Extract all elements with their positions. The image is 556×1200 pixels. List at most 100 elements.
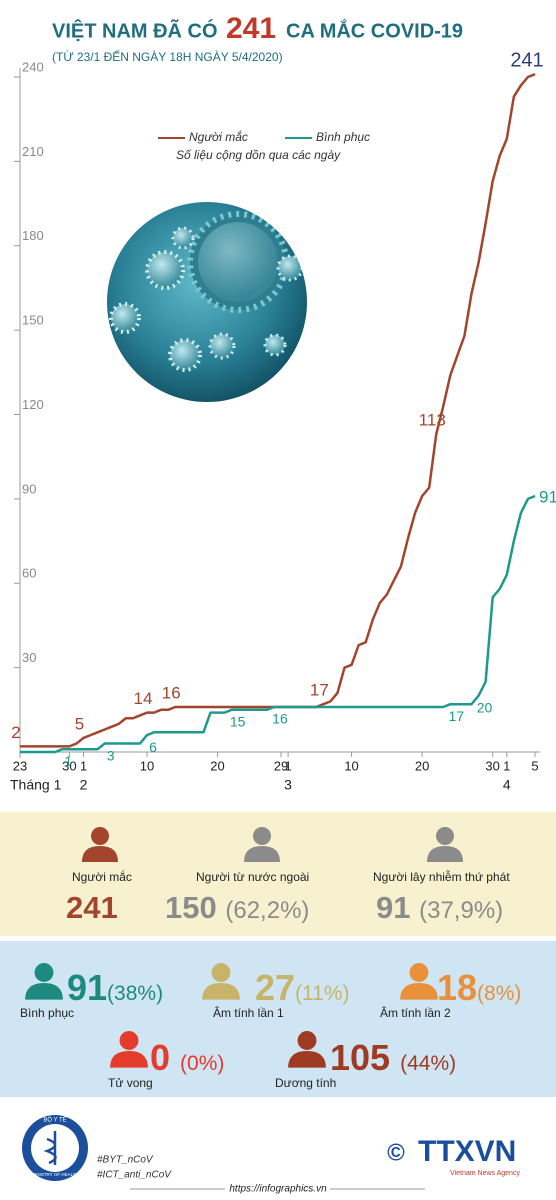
chart: VIỆT NAM ĐÃ CÓ 241 CA MẮC COVID-19 (TỪ 2… <box>10 12 556 793</box>
hashtag: #ICT_anti_nCoV <box>97 1170 172 1181</box>
y-tick-label: 210 <box>22 144 44 159</box>
status-value: 27(11%) <box>255 970 350 1006</box>
month-label: 4 <box>503 777 511 793</box>
hashtag: #BYT_nCoV <box>97 1155 154 1166</box>
value-label: 5 <box>75 714 84 733</box>
summary-label: Người mắc <box>72 870 132 884</box>
y-tick-label: 180 <box>22 228 44 243</box>
summary-label: Người từ nước ngoài <box>196 870 310 884</box>
value-label: 1 <box>64 753 72 769</box>
person-icon <box>108 1030 150 1068</box>
x-tick-label: 20 <box>415 758 429 773</box>
summary-value: 150 (62,2%) <box>165 892 309 923</box>
summary-value: 91 (37,9%) <box>376 892 503 923</box>
footer: BỘ Y TẾ MINISTRY OF HEALTH #BYT_nCoV #IC… <box>22 1115 520 1195</box>
url: https://infographics.vn <box>229 1184 327 1195</box>
logo-text: BỘ Y TẾ <box>43 1117 66 1124</box>
percent: (8%) <box>477 982 522 1005</box>
value-label: 241 <box>510 49 543 71</box>
person-icon <box>23 962 65 1000</box>
status-value: 105 (44%) <box>330 1040 456 1076</box>
value-label: 15 <box>230 714 246 730</box>
y-tick-label: 120 <box>22 397 44 412</box>
month-label: 3 <box>284 777 292 793</box>
chart-note: Số liệu cộng dồn qua các ngày <box>176 148 341 162</box>
agency-sub: Vietnam News Agency <box>450 1170 520 1177</box>
x-tick-label: 1 <box>80 758 87 773</box>
number: 91 <box>67 967 108 1008</box>
value-label: 17 <box>310 681 329 700</box>
status-panel <box>0 941 556 1097</box>
person-icon <box>286 1030 328 1068</box>
percent: (37,9%) <box>419 897 504 924</box>
x-tick-label: 10 <box>140 758 154 773</box>
x-tick-label: 29 <box>274 758 288 773</box>
legend-label: Bình phục <box>316 130 370 144</box>
y-tick-label: 150 <box>22 313 44 328</box>
percent: (62,2%) <box>225 897 310 924</box>
x-tick-label: 10 <box>344 758 358 773</box>
copyright: © <box>387 1139 405 1166</box>
status-label: Âm tính lần 1 <box>213 1006 284 1020</box>
status-label: Bình phục <box>20 1006 75 1020</box>
value-label: 16 <box>162 683 181 702</box>
agency: TTXVN <box>418 1135 516 1168</box>
month-label: Tháng 1 <box>10 777 62 793</box>
percent: (38%) <box>107 982 164 1005</box>
value-label: 17 <box>449 708 465 724</box>
y-tick-label: 30 <box>22 650 36 665</box>
x-tick-label: 20 <box>210 758 224 773</box>
series-line <box>20 494 536 754</box>
number: 91 <box>376 890 411 925</box>
y-tick-label: 60 <box>22 566 36 581</box>
x-tick-label: 30 <box>485 758 499 773</box>
person-icon <box>80 826 120 862</box>
subtitle: (TỪ 23/1 ĐẾN NGÀY 18H NGÀY 5/4/2020) <box>52 49 283 64</box>
summary-label: Người lây nhiễm thứ phát <box>373 870 510 884</box>
legend-label: Người mắc <box>189 129 248 144</box>
status-value: 18(8%) <box>437 970 521 1006</box>
title-end: CA MẮC COVID-19 <box>286 18 463 42</box>
status-label: Dương tính <box>275 1076 337 1090</box>
value-label: 20 <box>477 699 493 715</box>
series-line <box>20 73 536 748</box>
y-tick-label: 90 <box>22 481 36 496</box>
value-label: 6 <box>149 739 157 755</box>
status-label: Tử vong <box>108 1076 153 1090</box>
person-icon <box>242 826 282 862</box>
percent: (0%) <box>180 1052 225 1075</box>
summary-value: 241 <box>66 892 118 923</box>
number: 150 <box>165 890 217 925</box>
x-tick-label: 5 <box>531 758 538 773</box>
person-icon <box>425 826 465 862</box>
logo-text: MINISTRY OF HEALTH <box>31 1172 79 1177</box>
status-value: 0 (0%) <box>150 1040 224 1076</box>
logo-symbol <box>43 1131 57 1165</box>
number: 18 <box>437 967 478 1008</box>
title-start: VIỆT NAM ĐÃ CÓ <box>52 18 218 42</box>
person-icon <box>200 962 242 1000</box>
value-label: 3 <box>107 747 115 763</box>
x-tick-label: 1 <box>284 758 291 773</box>
number: 0 <box>150 1037 171 1078</box>
percent: (44%) <box>400 1052 457 1075</box>
number: 241 <box>66 890 118 925</box>
number: 105 <box>330 1037 391 1078</box>
percent: (11%) <box>295 982 350 1005</box>
status-value: 91(38%) <box>67 970 163 1006</box>
x-tick-label: 30 <box>62 758 76 773</box>
virus-image <box>107 202 307 402</box>
y-tick-label: 240 <box>22 59 44 74</box>
number: 27 <box>255 967 296 1008</box>
value-label: 14 <box>134 689 153 708</box>
value-label: 16 <box>272 711 288 727</box>
status-label: Âm tính lần 2 <box>380 1006 451 1020</box>
value-label: 91 <box>539 488 556 507</box>
x-tick-label: 1 <box>503 758 510 773</box>
x-tick-label: 23 <box>13 758 27 773</box>
title-number: 241 <box>226 12 276 45</box>
value-label: 113 <box>419 411 446 430</box>
value-label: 2 <box>11 723 20 742</box>
month-label: 2 <box>80 777 88 793</box>
